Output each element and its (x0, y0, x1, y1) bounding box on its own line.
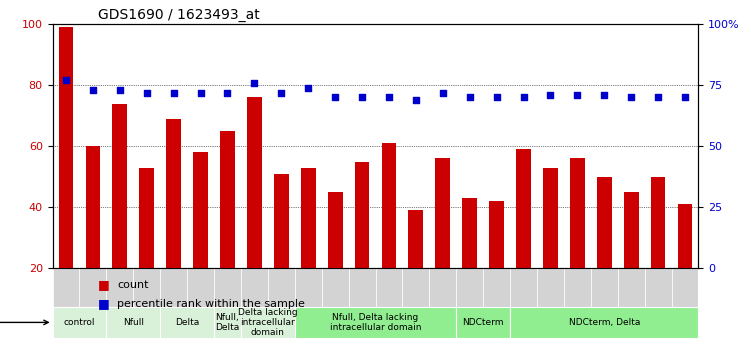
Text: Nfull: Nfull (123, 318, 143, 327)
Point (302, 85, 314, 90)
FancyBboxPatch shape (403, 268, 430, 307)
Point (544, 92, 556, 98)
FancyBboxPatch shape (483, 268, 510, 307)
FancyBboxPatch shape (376, 268, 403, 307)
FancyBboxPatch shape (617, 268, 644, 307)
Bar (113, 104, 127, 268)
FancyBboxPatch shape (214, 307, 241, 338)
Point (356, 95, 368, 100)
FancyBboxPatch shape (321, 268, 348, 307)
Point (625, 95, 637, 100)
Bar (516, 149, 531, 268)
Bar (274, 174, 288, 268)
Text: Delta lacking
intracellular
domain: Delta lacking intracellular domain (238, 307, 297, 337)
Bar (301, 168, 315, 268)
Text: control: control (64, 318, 95, 327)
FancyBboxPatch shape (134, 268, 160, 307)
FancyBboxPatch shape (160, 268, 187, 307)
Point (652, 95, 664, 100)
Point (114, 87, 126, 93)
Point (410, 97, 422, 102)
Text: Nfull,
Delta: Nfull, Delta (216, 313, 240, 332)
Text: NDCterm: NDCterm (463, 318, 504, 327)
Bar (86, 146, 101, 268)
FancyBboxPatch shape (80, 268, 107, 307)
Point (490, 95, 502, 100)
FancyBboxPatch shape (510, 307, 698, 338)
FancyBboxPatch shape (537, 268, 564, 307)
FancyBboxPatch shape (591, 268, 617, 307)
Bar (543, 168, 558, 268)
Point (329, 95, 341, 100)
Point (276, 90, 288, 95)
Point (383, 95, 395, 100)
FancyBboxPatch shape (214, 268, 241, 307)
Bar (463, 198, 477, 268)
Text: Nfull, Delta lacking
intracellular domain: Nfull, Delta lacking intracellular domai… (330, 313, 421, 332)
FancyBboxPatch shape (430, 268, 457, 307)
Text: ■: ■ (98, 297, 110, 310)
Point (517, 95, 529, 100)
FancyBboxPatch shape (295, 307, 457, 338)
Bar (570, 158, 585, 268)
Bar (677, 204, 692, 268)
Text: GDS1690 / 1623493_at: GDS1690 / 1623493_at (98, 8, 260, 22)
FancyBboxPatch shape (457, 307, 510, 338)
FancyBboxPatch shape (53, 268, 80, 307)
Point (249, 80, 261, 86)
Point (463, 95, 475, 100)
FancyBboxPatch shape (295, 268, 321, 307)
FancyBboxPatch shape (564, 268, 591, 307)
FancyBboxPatch shape (187, 268, 214, 307)
Text: protocol: protocol (0, 317, 48, 327)
Bar (140, 168, 154, 268)
Text: percentile rank within the sample: percentile rank within the sample (117, 299, 305, 309)
Point (437, 90, 449, 95)
Point (167, 90, 179, 95)
FancyBboxPatch shape (644, 268, 671, 307)
Point (572, 92, 584, 98)
FancyBboxPatch shape (241, 307, 295, 338)
Point (195, 90, 207, 95)
Bar (409, 210, 424, 268)
Point (140, 90, 152, 95)
FancyBboxPatch shape (107, 307, 160, 338)
FancyBboxPatch shape (348, 268, 376, 307)
Text: Delta: Delta (175, 318, 199, 327)
FancyBboxPatch shape (268, 268, 295, 307)
Bar (220, 131, 235, 268)
FancyBboxPatch shape (510, 268, 537, 307)
Bar (166, 119, 181, 268)
Point (60, 78, 72, 83)
FancyBboxPatch shape (53, 307, 107, 338)
Point (679, 95, 691, 100)
FancyBboxPatch shape (160, 307, 214, 338)
FancyBboxPatch shape (457, 268, 483, 307)
Bar (247, 97, 262, 268)
Text: NDCterm, Delta: NDCterm, Delta (569, 318, 640, 327)
Bar (624, 192, 638, 268)
Bar (59, 27, 74, 268)
Point (87, 87, 99, 93)
Bar (436, 158, 450, 268)
Text: ■: ■ (98, 278, 110, 291)
Text: count: count (117, 280, 149, 290)
Bar (489, 201, 504, 268)
Point (599, 92, 611, 98)
Bar (354, 161, 369, 268)
Bar (327, 192, 342, 268)
FancyBboxPatch shape (671, 268, 698, 307)
Bar (193, 152, 208, 268)
FancyBboxPatch shape (241, 268, 268, 307)
Bar (382, 143, 397, 268)
Bar (597, 177, 611, 268)
FancyBboxPatch shape (107, 268, 134, 307)
Bar (650, 177, 665, 268)
Point (222, 90, 234, 95)
